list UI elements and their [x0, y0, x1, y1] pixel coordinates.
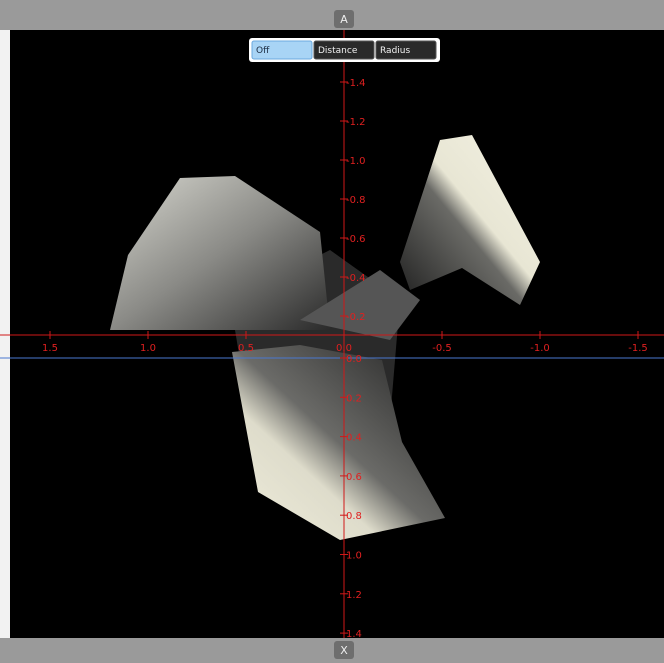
x-tick-label: -1.0 [530, 343, 550, 354]
toolbar-button[interactable] [251, 40, 313, 60]
top-button[interactable]: A [334, 10, 354, 28]
y-tick-label: -0.8 [346, 195, 366, 206]
y-tick-label: 1.4 [346, 629, 362, 640]
toolbar-button-label: Off [256, 46, 270, 56]
toolbar-button-label: Radius [380, 46, 410, 56]
x-tick-label: 1.5 [42, 343, 58, 354]
x-tick-label: 0.0 [336, 343, 352, 354]
y-tick-label: -0.2 [346, 312, 366, 323]
x-tick-label: -0.5 [432, 343, 452, 354]
y-tick-label: 0.8 [346, 511, 362, 522]
y-tick-label: 0.4 [346, 433, 362, 444]
y-tick-label: -0.6 [346, 234, 366, 245]
toolbar-button[interactable] [375, 40, 437, 60]
y-tick-label: 0.2 [346, 393, 362, 404]
y-tick-label: 0.0 [346, 354, 362, 365]
x-tick-label: 0.5 [238, 343, 254, 354]
bottom-button[interactable]: X [334, 641, 354, 659]
toolbar-button[interactable] [313, 40, 375, 60]
top-bar [0, 0, 664, 30]
y-tick-label: -1.0 [346, 156, 366, 167]
bottom-button-label: X [340, 644, 348, 657]
y-tick-label: -1.4 [346, 78, 366, 89]
y-tick-label: 0.6 [346, 472, 362, 483]
toolbar-button-label: Distance [318, 46, 358, 56]
x-tick-label: 1.0 [140, 343, 156, 354]
top-button-label: A [340, 13, 348, 26]
x-tick-label: -1.5 [628, 343, 648, 354]
drill-image [110, 135, 540, 540]
bottom-bar [0, 638, 664, 663]
y-tick-label: -1.2 [346, 117, 366, 128]
y-tick-label: 1.2 [346, 590, 362, 601]
y-tick-label: 1.0 [346, 551, 362, 562]
y-tick-label: -0.4 [346, 273, 366, 284]
